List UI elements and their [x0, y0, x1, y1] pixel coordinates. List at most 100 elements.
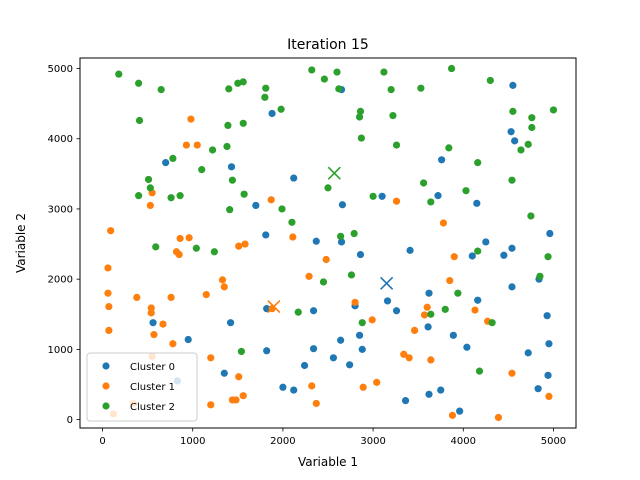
data-point-cluster-2: [337, 232, 345, 240]
data-point-cluster-2: [389, 111, 397, 120]
data-point-cluster-1: [105, 302, 113, 311]
data-point-cluster-0: [309, 307, 318, 315]
data-point-cluster-1: [373, 378, 381, 386]
data-point-cluster-0: [220, 369, 228, 377]
data-point-cluster-1: [239, 392, 247, 400]
data-point-cluster-2: [441, 305, 449, 313]
legend-marker-cluster-0: [102, 362, 110, 370]
data-point-cluster-2: [294, 308, 302, 316]
data-point-cluster-2: [536, 272, 544, 280]
data-point-cluster-2: [454, 289, 462, 297]
data-point-cluster-0: [437, 386, 445, 394]
data-point-cluster-2: [234, 79, 242, 87]
data-point-cluster-0: [401, 397, 410, 405]
data-point-cluster-0: [329, 354, 338, 362]
data-point-cluster-2: [462, 187, 470, 195]
data-point-cluster-0: [262, 231, 270, 239]
data-point-cluster-1: [182, 141, 191, 149]
data-point-cluster-0: [456, 407, 464, 415]
data-point-cluster-0: [424, 323, 432, 331]
data-point-cluster-0: [508, 244, 516, 252]
data-point-cluster-0: [227, 163, 236, 171]
data-point-cluster-2: [176, 192, 184, 200]
data-point-cluster-1: [104, 289, 112, 297]
data-point-cluster-2: [225, 85, 233, 93]
data-point-cluster-2: [387, 85, 395, 94]
data-point-cluster-2: [192, 244, 200, 252]
x-tick-label: 3000: [360, 436, 385, 447]
data-point-cluster-2: [355, 113, 364, 121]
data-point-cluster-2: [350, 229, 358, 238]
data-point-cluster-0: [534, 385, 542, 393]
data-point-cluster-0: [358, 345, 366, 353]
data-point-cluster-1: [187, 115, 195, 123]
data-point-cluster-2: [488, 319, 496, 327]
data-point-cluster-1: [235, 242, 243, 250]
data-point-cluster-1: [202, 291, 210, 299]
data-point-cluster-0: [290, 386, 298, 394]
data-point-cluster-2: [288, 218, 296, 226]
data-point-cluster-1: [351, 298, 359, 306]
x-tick-label: 0: [99, 436, 105, 447]
data-point-cluster-2: [347, 271, 356, 279]
data-point-cluster-2: [308, 66, 316, 74]
data-point-cluster-0: [355, 331, 364, 339]
data-point-cluster-2: [508, 176, 516, 184]
x-axis: 0 1000 2000 3000 4000 5000: [99, 428, 566, 447]
data-point-cluster-1: [420, 311, 429, 319]
legend-label-cluster-1: Cluster 1: [130, 382, 175, 393]
data-point-cluster-0: [449, 331, 457, 339]
data-point-cluster-2: [369, 192, 377, 200]
data-point-cluster-0: [438, 156, 446, 164]
data-point-cluster-1: [220, 283, 228, 291]
data-point-cluster-1: [305, 272, 313, 280]
data-point-cluster-1: [427, 356, 435, 364]
data-point-cluster-2: [333, 68, 341, 76]
data-point-cluster-2: [278, 205, 286, 213]
data-point-cluster-0: [508, 283, 516, 291]
data-point-cluster-0: [337, 238, 346, 246]
data-point-cluster-1: [448, 411, 457, 419]
data-point-cluster-2: [417, 84, 425, 92]
data-point-cluster-1: [146, 201, 154, 210]
y-tick-label: 5000: [48, 64, 73, 75]
data-point-cluster-1: [169, 340, 177, 348]
data-point-cluster-1: [308, 382, 316, 390]
data-point-cluster-2: [135, 116, 144, 125]
data-point-cluster-2: [474, 159, 482, 167]
data-point-cluster-2: [226, 206, 234, 214]
data-point-cluster-2: [228, 176, 237, 184]
data-point-cluster-0: [263, 305, 271, 313]
data-point-cluster-2: [135, 79, 143, 87]
data-point-cluster-2: [167, 194, 175, 202]
y-tick-label: 0: [67, 415, 73, 426]
data-point-cluster-2: [335, 85, 343, 93]
data-point-cluster-2: [427, 310, 435, 318]
data-point-cluster-0: [545, 340, 553, 348]
data-point-cluster-2: [157, 85, 165, 94]
legend: Cluster 0 Cluster 1 Cluster 2: [86, 352, 198, 422]
data-point-cluster-0: [434, 192, 442, 200]
data-point-cluster-0: [406, 246, 414, 254]
data-point-cluster-2: [475, 367, 484, 375]
plot-area-frame: [79, 57, 577, 429]
data-point-cluster-2: [224, 121, 232, 130]
data-point-cluster-1: [267, 196, 275, 204]
data-point-cluster-2: [223, 142, 231, 151]
data-point-cluster-0: [473, 199, 481, 207]
data-point-cluster-0: [338, 201, 347, 209]
data-point-cluster-2: [169, 154, 177, 162]
data-point-cluster-1: [545, 392, 553, 401]
data-point-cluster-2: [356, 107, 365, 115]
data-point-cluster-2: [486, 76, 494, 85]
data-point-cluster-1: [508, 369, 516, 377]
data-point-cluster-0: [544, 371, 552, 379]
data-point-cluster-0: [268, 109, 276, 118]
data-point-cluster-1: [150, 331, 158, 339]
data-point-cluster-2: [115, 70, 123, 78]
data-point-cluster-0: [482, 238, 490, 246]
data-point-cluster-0: [149, 319, 157, 327]
data-point-cluster-1: [218, 276, 227, 284]
data-point-cluster-0: [378, 192, 386, 200]
data-point-cluster-1: [147, 309, 155, 317]
